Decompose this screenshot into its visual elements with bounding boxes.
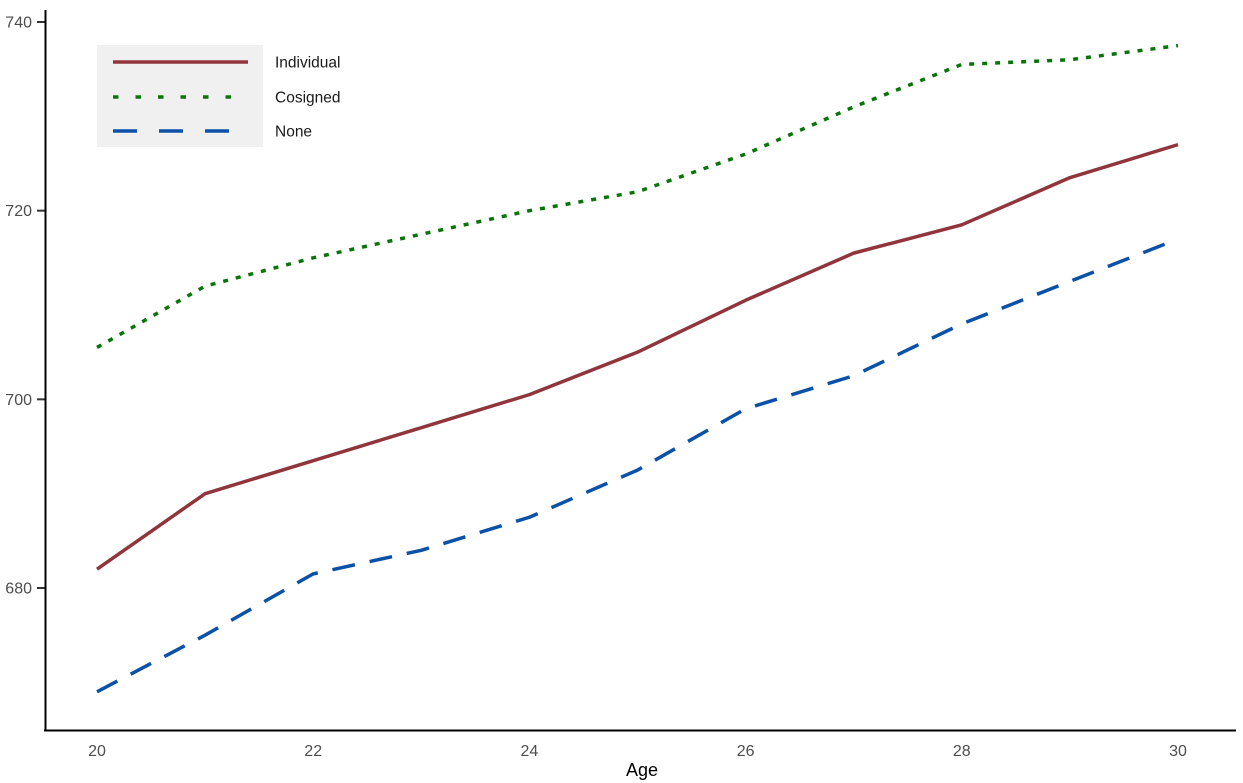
legend-label-cosigned: Cosigned	[275, 90, 341, 107]
legend: Individual Cosigned None	[97, 45, 341, 147]
axes-layer: 680 700 720 740 20 22 24 26 28 30 Age	[5, 10, 1236, 780]
x-tick-label: 24	[521, 743, 539, 760]
x-tick-label: 26	[737, 743, 755, 760]
y-tick-label: 740	[5, 15, 32, 32]
legend-label-none: None	[275, 124, 312, 141]
series-line-none	[96, 237, 1179, 694]
series-line-cosigned	[96, 43, 1179, 349]
x-tick-label: 22	[304, 743, 322, 760]
y-tick-label: 700	[5, 392, 32, 409]
series-layer	[95, 43, 1179, 694]
series-line-individual	[95, 142, 1179, 571]
x-tick-label: 28	[953, 743, 971, 760]
legend-label-individual: Individual	[275, 55, 341, 72]
x-axis-title: Age	[626, 760, 658, 780]
x-tick-label: 20	[88, 743, 106, 760]
y-tick-label: 680	[5, 581, 32, 598]
x-tick-label: 30	[1169, 743, 1187, 760]
y-tick-label: 720	[5, 203, 32, 220]
